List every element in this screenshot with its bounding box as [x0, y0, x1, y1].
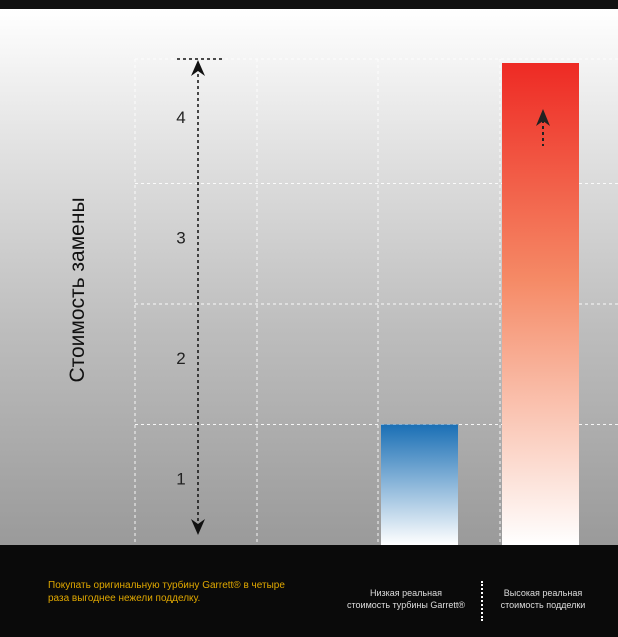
top-rule: [0, 0, 618, 9]
footer-divider: [481, 581, 483, 621]
caption-garrett-line2: стоимость турбины Garrett®: [347, 600, 465, 610]
y-tick-label: 2: [176, 349, 185, 368]
y-tick-label: 3: [176, 229, 185, 248]
bars: [381, 63, 579, 545]
arrow-up-icon: [191, 60, 205, 76]
caption-counterfeit: Высокая реальная стоимость подделки: [488, 587, 598, 611]
y-axis-label-wrap: Стоимость замены: [38, 160, 118, 420]
y-axis-label: Стоимость замены: [66, 197, 89, 383]
footer-panel: Покупать оригинальную турбину Garrett® в…: [0, 545, 618, 637]
y-tick-label: 4: [176, 108, 185, 127]
y-tick-label: 1: [176, 470, 185, 489]
bar-arrow-up-icon: [536, 109, 550, 126]
bar-counterfeit: [502, 63, 579, 545]
bar-garrett: [381, 424, 458, 545]
footer-note: Покупать оригинальную турбину Garrett® в…: [48, 580, 285, 604]
chart-svg: 1 2 3 4: [176, 58, 579, 545]
arrows: [177, 58, 550, 535]
caption-counterfeit-line2: стоимость подделки: [500, 600, 586, 610]
arrow-down-icon: [191, 519, 205, 535]
y-tick-labels: 1 2 3 4: [176, 108, 185, 489]
caption-garrett-line1: Низкая реальная: [370, 588, 442, 598]
caption-garrett: Низкая реальная стоимость турбины Garret…: [336, 587, 476, 611]
caption-counterfeit-line1: Высокая реальная: [503, 588, 583, 598]
